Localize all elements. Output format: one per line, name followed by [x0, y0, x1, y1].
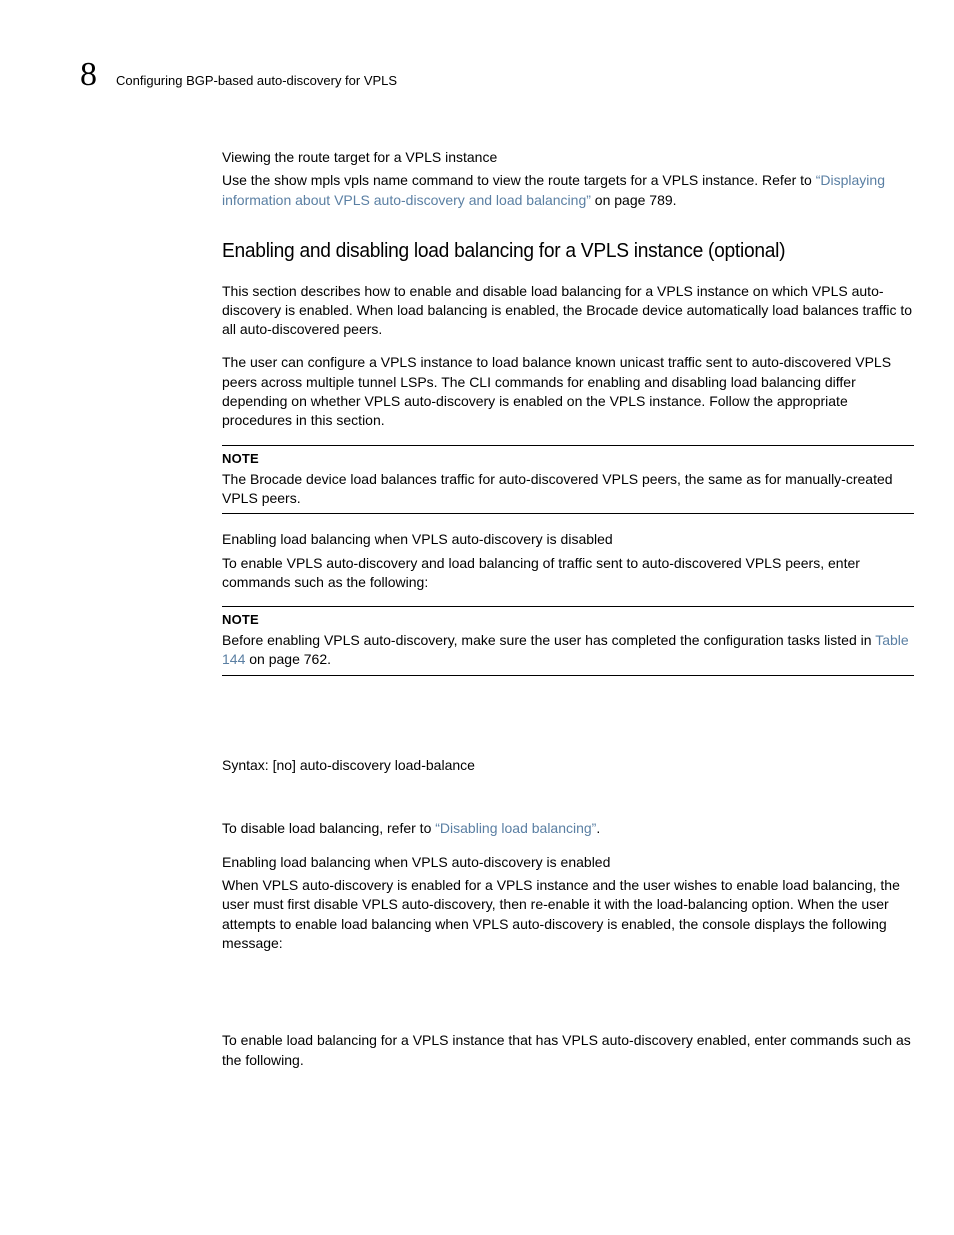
- running-title: Configuring BGP-based auto-discovery for…: [116, 73, 397, 88]
- spacer: [222, 967, 914, 1031]
- text-run: Use the show mpls vpls name command to v…: [222, 172, 816, 188]
- subsection-heading: Viewing the route target for a VPLS inst…: [222, 148, 914, 167]
- text-run: To disable load balancing, refer to: [222, 820, 435, 836]
- content-column: Viewing the route target for a VPLS inst…: [222, 148, 914, 1070]
- xref-link[interactable]: “Disabling load balancing”: [435, 820, 596, 836]
- paragraph: To disable load balancing, refer to “Dis…: [222, 819, 914, 838]
- note-block: NOTE The Brocade device load balances tr…: [222, 445, 914, 515]
- paragraph: The user can configure a VPLS instance t…: [222, 353, 914, 430]
- chapter-number: 8: [80, 56, 98, 94]
- text-run: Before enabling VPLS auto-discovery, mak…: [222, 632, 875, 648]
- paragraph: When VPLS auto-discovery is enabled for …: [222, 876, 914, 953]
- paragraph: To enable load balancing for a VPLS inst…: [222, 1031, 914, 1070]
- section-heading: Enabling and disabling load balancing fo…: [222, 238, 886, 266]
- spacer: [222, 789, 914, 819]
- page-header: 8 Configuring BGP-based auto-discovery f…: [80, 56, 874, 94]
- syntax-line: Syntax: [no] auto-discovery load-balance: [222, 756, 914, 775]
- paragraph: This section describes how to enable and…: [222, 282, 914, 340]
- note-label: NOTE: [222, 450, 914, 468]
- text-run: .: [596, 820, 600, 836]
- subsection-heading: Enabling load balancing when VPLS auto-d…: [222, 853, 914, 872]
- paragraph: To enable VPLS auto-discovery and load b…: [222, 554, 914, 593]
- text-run: on page 789.: [591, 192, 677, 208]
- spacer: [222, 692, 914, 756]
- note-block: NOTE Before enabling VPLS auto-discovery…: [222, 606, 914, 676]
- note-body: The Brocade device load balances traffic…: [222, 470, 914, 508]
- page: 8 Configuring BGP-based auto-discovery f…: [0, 0, 954, 1235]
- subsection-heading: Enabling load balancing when VPLS auto-d…: [222, 530, 914, 549]
- note-body: Before enabling VPLS auto-discovery, mak…: [222, 631, 914, 669]
- note-label: NOTE: [222, 611, 914, 629]
- paragraph: Use the show mpls vpls name command to v…: [222, 171, 914, 210]
- text-run: on page 762.: [245, 651, 331, 667]
